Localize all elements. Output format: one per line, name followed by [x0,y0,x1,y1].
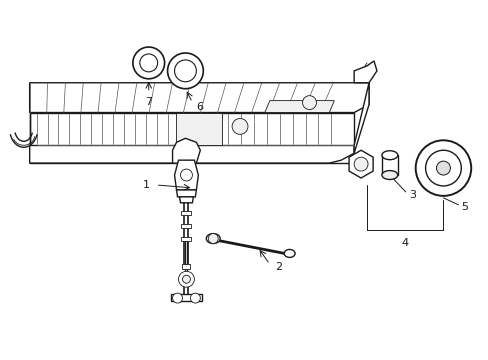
Circle shape [208,234,218,243]
Ellipse shape [381,171,397,180]
Text: 5: 5 [460,202,468,212]
Text: 1: 1 [142,180,149,190]
Polygon shape [181,237,191,240]
Polygon shape [348,150,372,178]
Text: 4: 4 [400,238,407,248]
Circle shape [182,275,190,283]
Polygon shape [179,197,193,203]
Polygon shape [182,264,190,269]
Polygon shape [264,100,334,113]
Polygon shape [176,190,196,197]
Polygon shape [174,160,198,190]
Circle shape [178,271,194,287]
Polygon shape [181,224,191,228]
Circle shape [172,293,182,303]
Polygon shape [30,83,368,113]
Circle shape [140,54,157,72]
Text: 3: 3 [408,190,415,200]
Circle shape [232,118,247,134]
Ellipse shape [381,151,397,159]
Text: 6: 6 [196,102,203,112]
Circle shape [167,53,203,89]
Polygon shape [381,155,397,175]
Polygon shape [170,294,202,301]
Polygon shape [175,113,222,145]
Ellipse shape [284,249,294,257]
Polygon shape [172,138,200,163]
Circle shape [133,47,164,79]
Ellipse shape [206,234,220,243]
Circle shape [180,169,192,181]
Polygon shape [30,145,353,163]
Circle shape [302,96,316,109]
Circle shape [436,161,449,175]
Polygon shape [353,61,376,83]
Circle shape [415,140,470,196]
Circle shape [353,157,367,171]
Polygon shape [30,113,353,145]
Text: 7: 7 [145,96,152,107]
Circle shape [425,150,460,186]
Circle shape [190,293,200,303]
Circle shape [174,60,196,82]
Polygon shape [353,83,368,153]
Text: 2: 2 [274,262,281,272]
Polygon shape [181,211,191,215]
